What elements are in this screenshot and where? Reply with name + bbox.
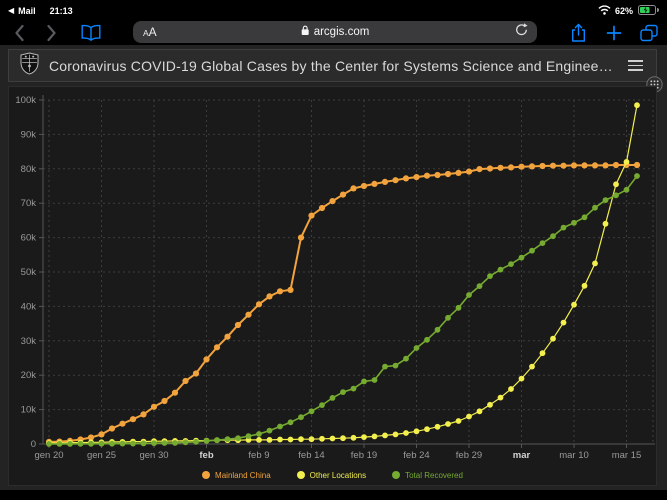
battery-percent: 62%	[614, 6, 633, 16]
status-bar: ◀ Mail 21:13 62%	[0, 0, 667, 20]
cases-chart-panel: 0 10k 20k 30k 40k 50k 60k 70k 80k 90k 100k gen 20 ge…	[8, 86, 657, 486]
legend-label: Mainland China	[215, 470, 271, 480]
reload-button[interactable]	[515, 23, 528, 42]
series-total-recovered	[46, 173, 640, 447]
legend-item-total-recovered[interactable]: Total Recovered	[392, 471, 463, 480]
status-time: 21:13	[49, 6, 73, 16]
gridlines: 0 10k 20k 30k 40k 50k 60k 70k 80k 90k 100k gen 20 ge…	[15, 95, 655, 461]
legend-dot-icon	[202, 471, 211, 479]
battery-icon	[638, 5, 659, 17]
legend-item-mainland-china[interactable]: Mainland China	[202, 471, 271, 480]
y-axis-label: 40k	[21, 301, 37, 312]
tabs-button[interactable]	[640, 24, 658, 41]
forward-button[interactable]	[46, 24, 57, 41]
chart-legend: Mainland China Other Locations Total Recov…	[9, 465, 656, 485]
y-axis-label: 70k	[21, 198, 37, 209]
x-axis-label: gen 20	[34, 450, 63, 461]
y-axis-label: 20k	[21, 370, 37, 381]
url-text: arcgis.com	[313, 26, 370, 38]
x-axis-label: feb 9	[248, 450, 269, 461]
web-page: Coronavirus COVID-19 Global Cases by the…	[0, 45, 667, 490]
legend-dot-icon	[392, 471, 401, 479]
x-axis-label: mar	[513, 450, 531, 461]
y-axis-label: 50k	[21, 267, 37, 278]
series-mainland-china	[45, 161, 641, 445]
back-to-app-label[interactable]: Mail	[18, 6, 36, 16]
bookmarks-button[interactable]	[80, 24, 102, 41]
wifi-icon	[598, 5, 611, 17]
legend-dot-icon	[296, 471, 305, 479]
page-title: Coronavirus COVID-19 Global Cases by the…	[49, 57, 616, 74]
legend-item-other-locations[interactable]: Other Locations	[296, 470, 367, 480]
back-button[interactable]	[14, 24, 25, 41]
site-header: Coronavirus COVID-19 Global Cases by the…	[8, 49, 657, 82]
y-axis-label: 100k	[15, 95, 36, 106]
x-axis-label: gen 25	[87, 450, 116, 461]
y-axis-label: 30k	[21, 336, 37, 347]
x-axis-label: gen 30	[139, 450, 168, 461]
legend-label: Other Locations	[309, 470, 367, 480]
x-axis-label: feb 24	[403, 450, 429, 461]
y-axis-label: 60k	[21, 233, 37, 244]
legend-label: Total Recovered	[405, 470, 463, 480]
y-axis-label: 80k	[21, 164, 37, 175]
menu-button[interactable]	[626, 58, 645, 73]
x-axis-label: feb 19	[351, 450, 377, 461]
x-axis-label: mar 15	[612, 450, 642, 461]
y-axis-label: 90k	[21, 129, 37, 140]
x-axis-label: mar 10	[559, 450, 589, 461]
x-axis-label: feb	[199, 450, 213, 461]
cases-line-chart: 0 10k 20k 30k 40k 50k 60k 70k 80k 90k 100k gen 20 ge…	[15, 95, 655, 461]
x-axis-label: feb 14	[298, 450, 324, 461]
y-axis-label: 0	[31, 439, 36, 450]
x-axis-label: feb 29	[456, 450, 482, 461]
new-tab-button[interactable]	[606, 25, 622, 41]
lock-icon	[301, 25, 310, 39]
back-to-app-icon: ◀	[8, 6, 15, 15]
share-button[interactable]	[570, 23, 587, 43]
y-axis-label: 10k	[21, 405, 37, 416]
site-logo-shield-icon	[20, 51, 39, 80]
